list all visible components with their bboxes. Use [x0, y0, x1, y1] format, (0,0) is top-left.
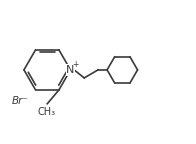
Text: N: N — [66, 65, 75, 75]
Text: Br⁻: Br⁻ — [11, 96, 28, 106]
Text: CH₃: CH₃ — [37, 107, 55, 117]
Text: +: + — [72, 60, 78, 69]
